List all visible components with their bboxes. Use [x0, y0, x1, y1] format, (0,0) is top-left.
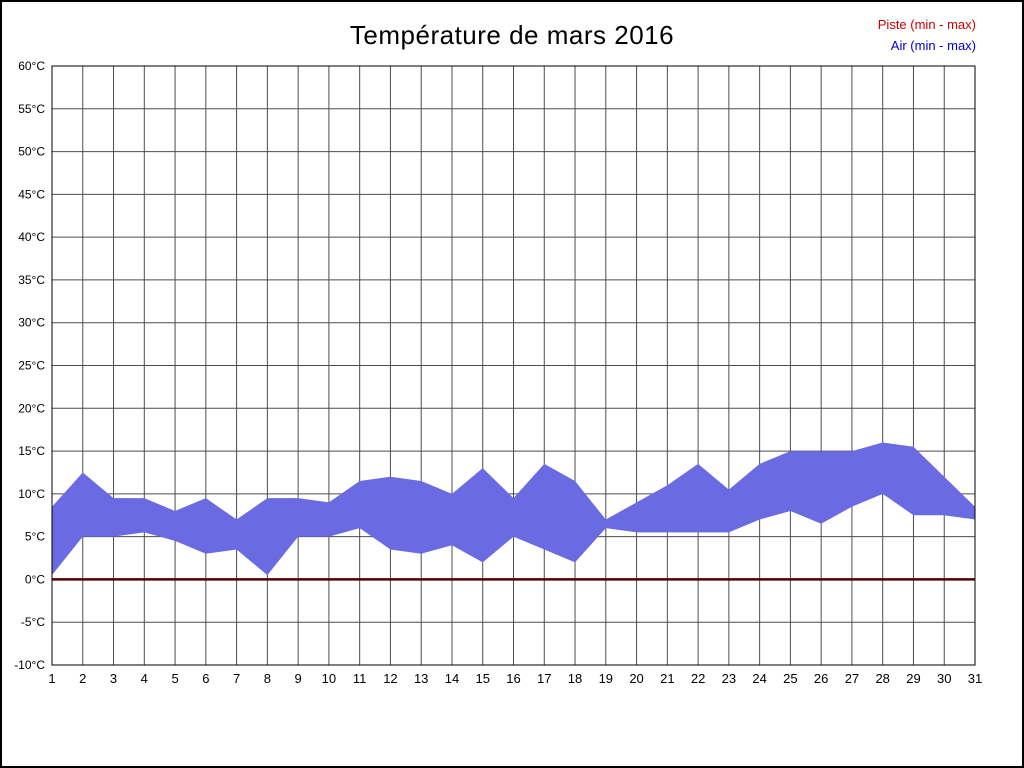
- x-axis-tick-label: 26: [814, 671, 828, 686]
- y-axis-tick-label: 55°C: [18, 102, 45, 116]
- x-axis-tick-label: 12: [383, 671, 397, 686]
- x-axis-tick-label: 25: [783, 671, 797, 686]
- y-axis-tick-label: 60°C: [18, 59, 45, 73]
- x-axis-tick-label: 10: [322, 671, 336, 686]
- x-axis-tick-label: 2: [79, 671, 86, 686]
- y-axis-tick-label: 15°C: [18, 444, 45, 458]
- x-axis-tick-label: 20: [629, 671, 643, 686]
- legend: Piste (min - max) Air (min - max): [878, 14, 976, 56]
- x-axis-tick-label: 6: [202, 671, 209, 686]
- x-axis-tick-label: 18: [568, 671, 582, 686]
- x-axis-tick-label: 3: [110, 671, 117, 686]
- x-axis-tick-label: 1: [48, 671, 55, 686]
- y-axis-tick-label: 30°C: [18, 316, 45, 330]
- x-axis-tick-label: 29: [906, 671, 920, 686]
- air-minmax-band: [52, 442, 975, 576]
- x-axis-tick-label: 14: [445, 671, 459, 686]
- y-axis-tick-label: -5°C: [21, 615, 45, 629]
- x-axis-tick-label: 28: [875, 671, 889, 686]
- y-axis-tick-label: 5°C: [25, 530, 45, 544]
- x-axis-tick-label: 31: [968, 671, 982, 686]
- y-axis-tick-label: 35°C: [18, 273, 45, 287]
- x-axis-tick-label: 9: [295, 671, 302, 686]
- y-axis-tick-label: 0°C: [25, 572, 45, 586]
- x-axis-tick-label: 15: [475, 671, 489, 686]
- chart-title: Température de mars 2016: [349, 20, 675, 50]
- y-axis-tick-label: 50°C: [18, 145, 45, 159]
- x-axis-tick-label: 8: [264, 671, 271, 686]
- x-axis-tick-label: 30: [937, 671, 951, 686]
- legend-item-air: Air (min - max): [890, 38, 976, 53]
- x-axis-tick-label: 7: [233, 671, 240, 686]
- y-axis-tick-label: 20°C: [18, 401, 45, 415]
- x-axis-tick-label: 19: [599, 671, 613, 686]
- x-axis-tick-label: 22: [691, 671, 705, 686]
- x-axis-tick-label: 16: [506, 671, 520, 686]
- x-axis-tick-label: 17: [537, 671, 551, 686]
- x-axis-tick-label: 23: [722, 671, 736, 686]
- y-axis-tick-label: 25°C: [18, 359, 45, 373]
- x-axis-tick-label: 13: [414, 671, 428, 686]
- legend-item-piste: Piste (min - max): [877, 17, 976, 32]
- x-axis-tick-label: 27: [845, 671, 859, 686]
- x-axis-tick-label: 21: [660, 671, 674, 686]
- x-axis-tick-label: 4: [141, 671, 148, 686]
- y-axis-tick-label: -10°C: [14, 658, 45, 672]
- plot-border: [51, 65, 976, 666]
- y-axis-tick-label: 10°C: [18, 487, 45, 501]
- x-axis-tick-label: 24: [752, 671, 766, 686]
- x-axis-tick-label: 5: [171, 671, 178, 686]
- y-axis-tick-label: 40°C: [18, 230, 45, 244]
- x-axis-tick-label: 11: [353, 671, 367, 686]
- y-axis-tick-label: 45°C: [18, 187, 45, 201]
